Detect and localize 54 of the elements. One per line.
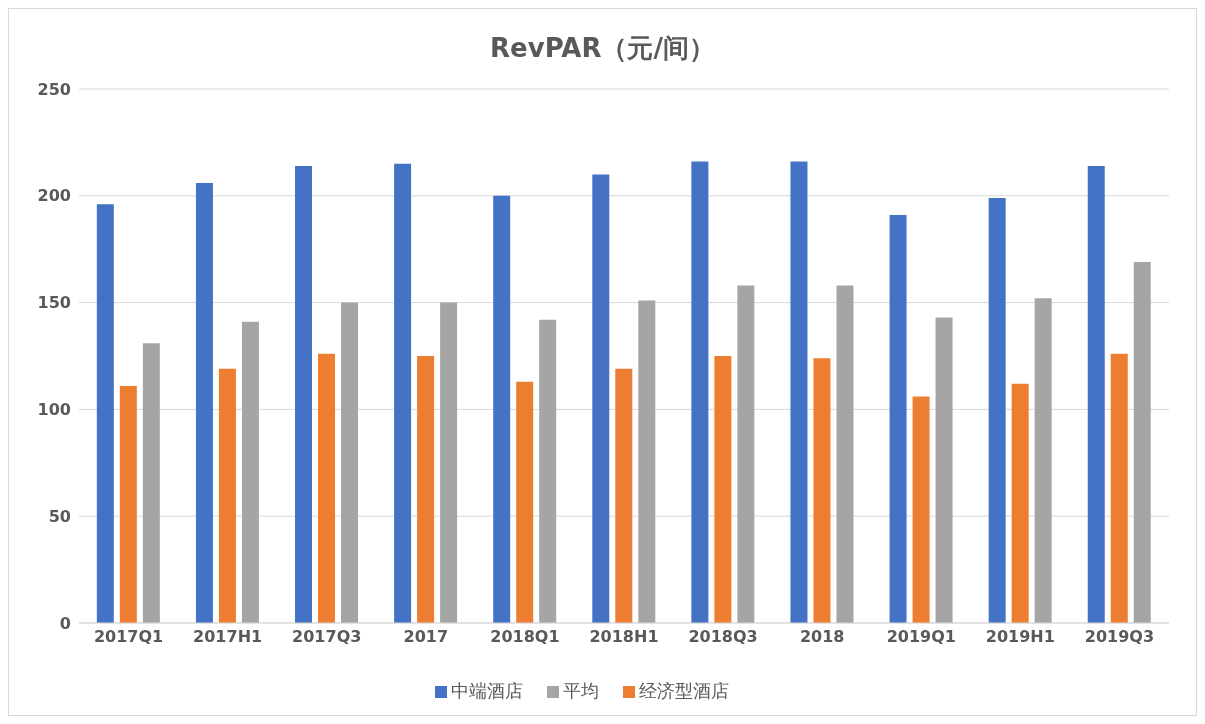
bar: [394, 163, 412, 623]
x-tick-label: 2017: [403, 627, 449, 647]
bar: [935, 317, 953, 623]
x-tick-label: 2019Q3: [1084, 627, 1155, 647]
y-tick-label: 0: [59, 613, 71, 633]
chart-title: RevPAR（元/间）: [489, 32, 716, 65]
y-tick-label: 200: [37, 186, 71, 206]
bar: [592, 174, 610, 623]
legend-label: 平均: [563, 680, 599, 701]
bar: [1133, 262, 1151, 623]
y-tick-label: 100: [37, 400, 71, 420]
bar: [912, 396, 930, 623]
bar: [417, 356, 435, 623]
bar: [539, 319, 557, 623]
bar: [241, 321, 259, 623]
bar: [1034, 298, 1052, 623]
x-tick-label: 2019H1: [985, 627, 1055, 647]
bar: [440, 302, 458, 623]
bar: [737, 285, 755, 623]
y-tick-label: 50: [48, 506, 71, 526]
bar: [1110, 353, 1128, 623]
bar: [218, 368, 236, 623]
x-tick-label: 2018Q1: [490, 627, 560, 647]
y-tick-label: 250: [37, 79, 71, 99]
bar: [96, 204, 114, 623]
bar: [1011, 383, 1029, 623]
bar: [889, 215, 907, 623]
bar: [615, 368, 633, 623]
x-tick-label: 2019Q1: [886, 627, 956, 647]
x-tick-label: 2018: [799, 627, 845, 647]
bar: [295, 165, 313, 623]
bar: [119, 385, 137, 623]
x-tick-label: 2018Q3: [688, 627, 758, 647]
bar: [493, 195, 511, 623]
x-tick-label: 2017Q3: [292, 627, 362, 647]
bar: [988, 197, 1006, 623]
bar: [691, 161, 709, 623]
bar: [318, 353, 336, 623]
x-tick-label: 2018H1: [589, 627, 659, 647]
bar: [341, 302, 359, 623]
bar: [836, 285, 854, 623]
bar: [638, 300, 656, 623]
x-tick-label: 2017Q1: [93, 627, 164, 647]
bar: [714, 356, 732, 623]
bar: [1087, 165, 1105, 623]
bar: [195, 182, 213, 623]
bar: [142, 343, 160, 623]
bar: [813, 358, 831, 623]
legend-label: 中端酒店: [451, 680, 523, 701]
bar: [516, 381, 534, 623]
legend-label: 经济型酒店: [639, 680, 729, 701]
bar: [790, 161, 808, 623]
x-tick-label: 2017H1: [193, 627, 263, 647]
y-tick-label: 150: [37, 293, 71, 313]
